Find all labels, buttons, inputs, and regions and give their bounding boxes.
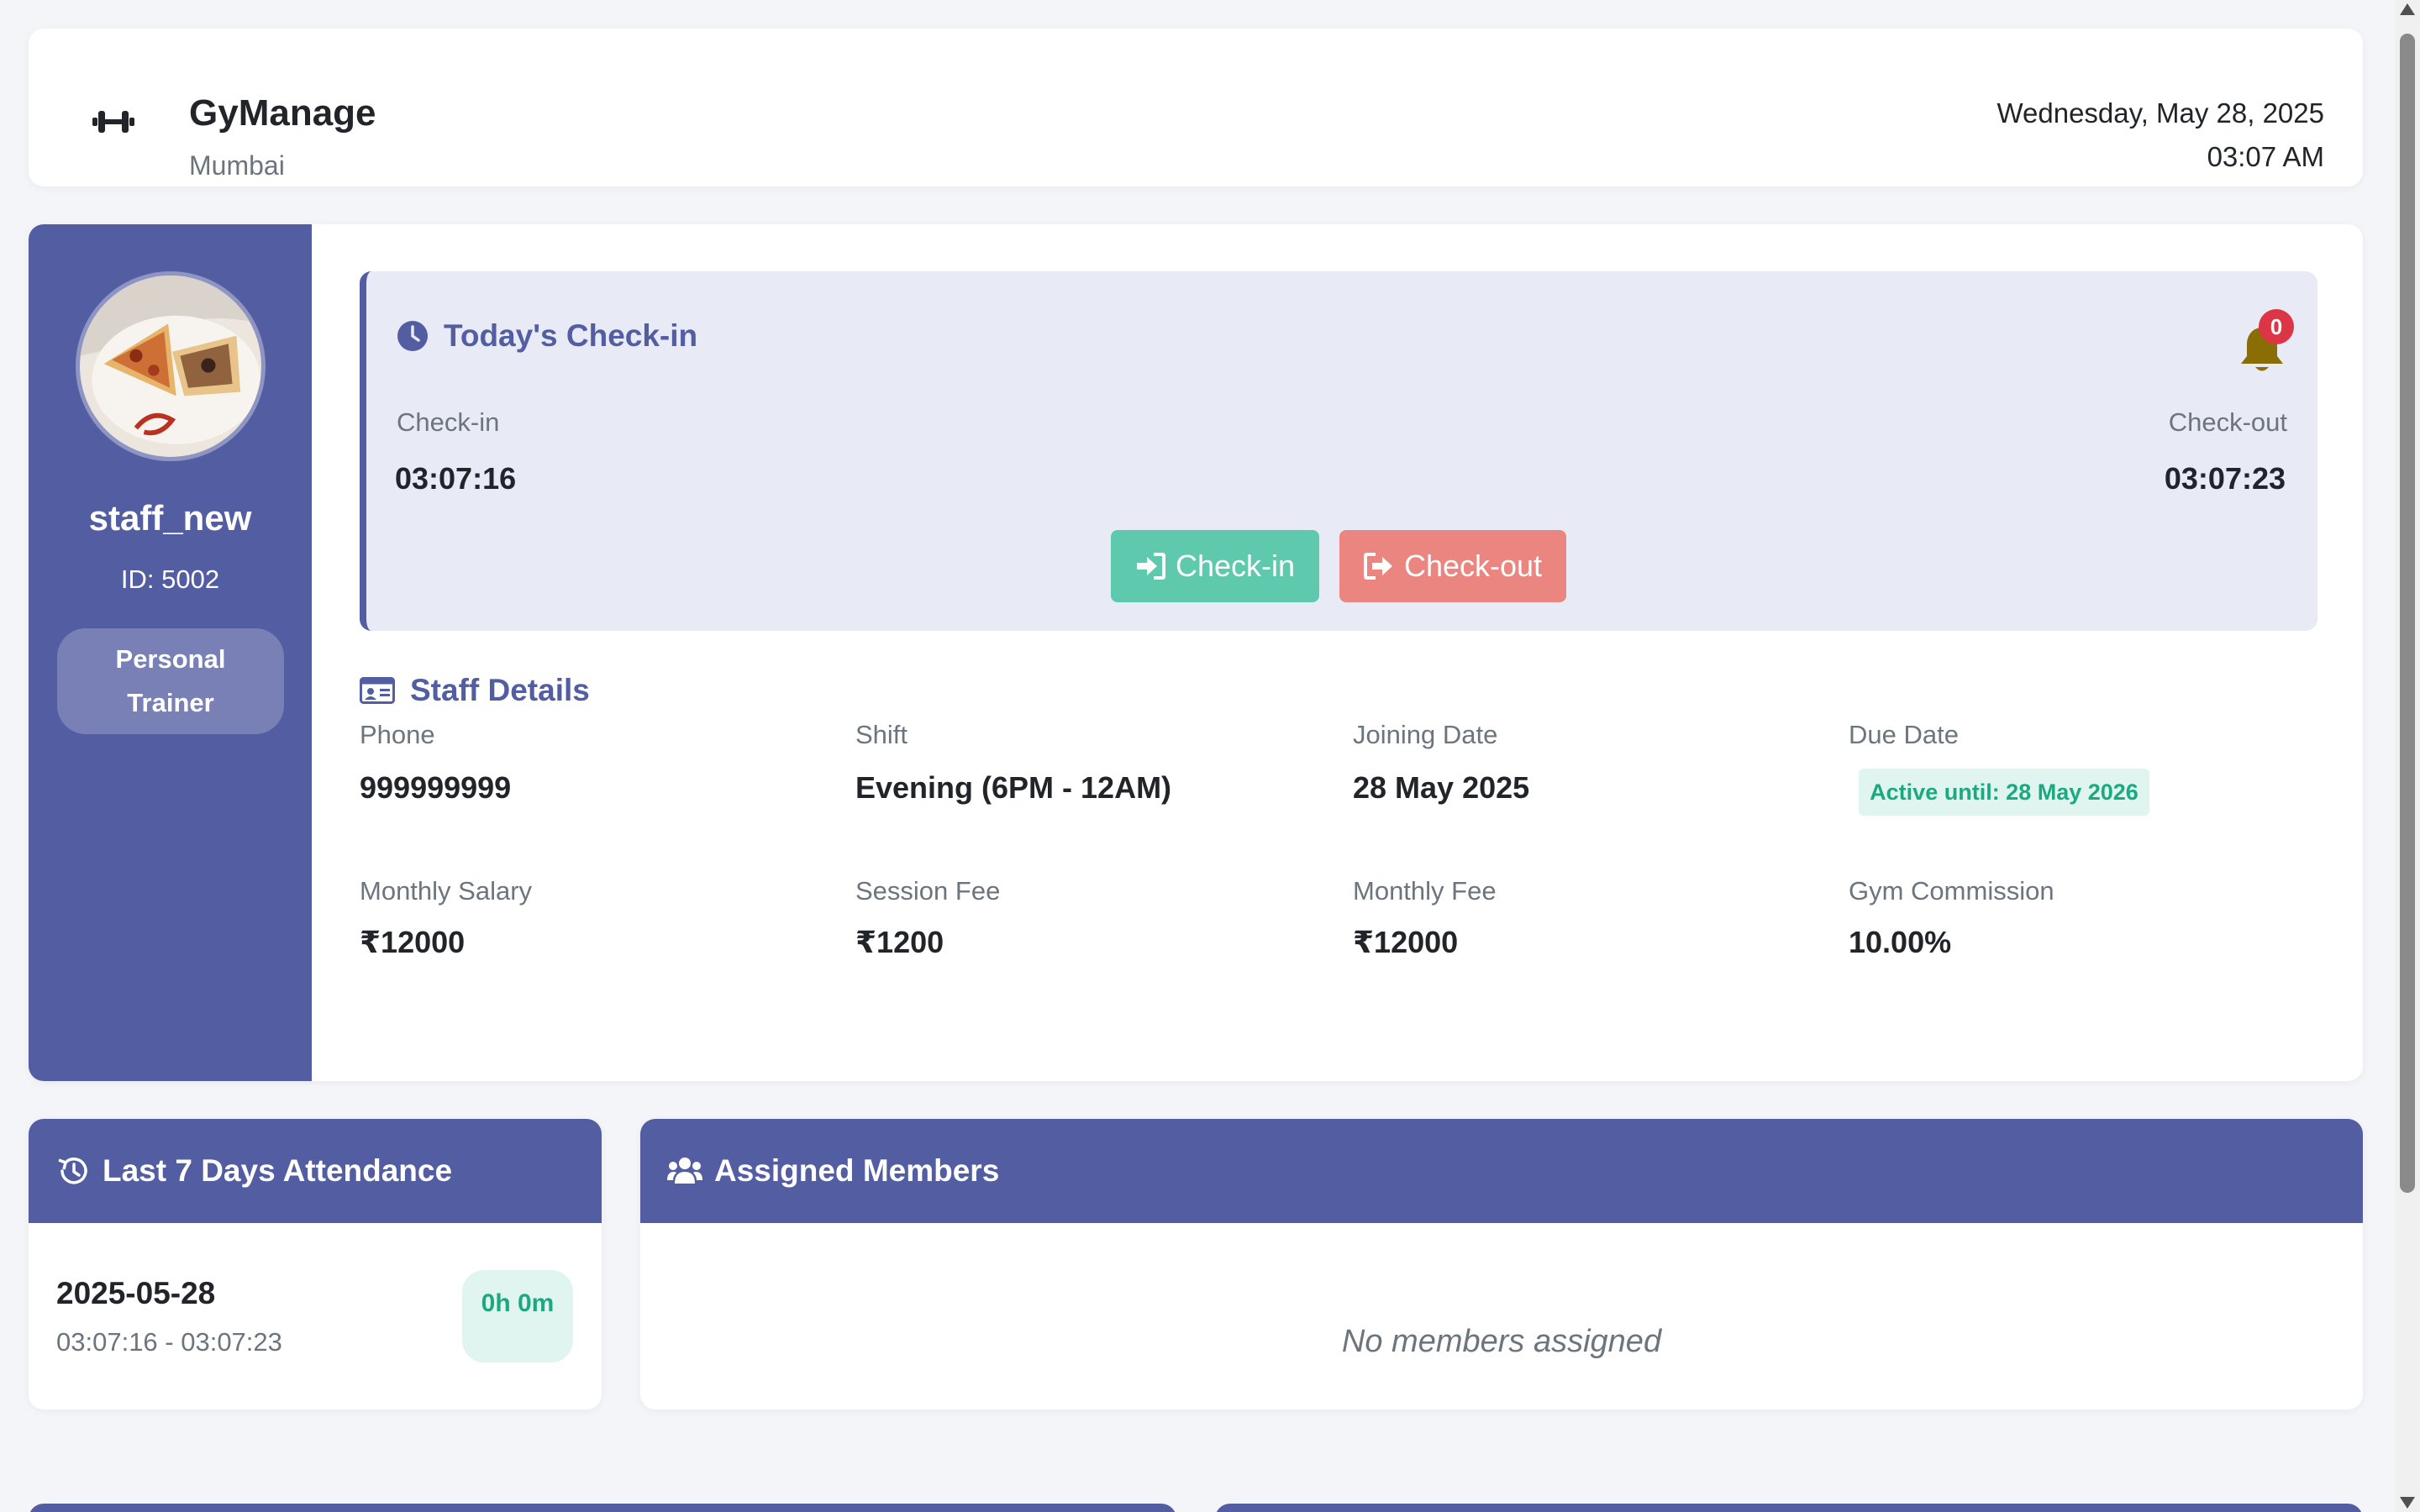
members-title: Assigned Members (714, 1153, 1000, 1188)
shift-value: Evening (6PM - 12AM) (855, 770, 1172, 805)
checkin-button[interactable]: Check-in (1111, 530, 1319, 602)
checkin-time: 03:07:16 (395, 461, 517, 496)
scroll-up-arrow-icon[interactable] (2400, 3, 2415, 15)
phone-value: 999999999 (360, 770, 512, 805)
page-scrollbar[interactable] (2395, 0, 2420, 1512)
checkout-button-label: Check-out (1403, 549, 1543, 583)
gym-commission-label: Gym Commission (1849, 876, 2054, 906)
attendance-row-date: 2025-05-28 (56, 1276, 216, 1310)
attendance-card-header: Last 7 Days Attendance (29, 1119, 602, 1223)
users-icon (667, 1158, 702, 1184)
id-card-icon (360, 677, 395, 704)
attendance-row-range: 03:07:16 - 03:07:23 (56, 1327, 282, 1357)
joining-date-label: Joining Date (1353, 720, 1498, 749)
joining-date-value: 28 May 2025 (1353, 770, 1530, 805)
checkin-button-label: Check-in (1175, 549, 1296, 583)
due-date-label: Due Date (1849, 720, 1959, 749)
scroll-down-arrow-icon[interactable] (2400, 1497, 2415, 1509)
monthly-fee-value: ₹12000 (1353, 925, 1459, 959)
staff-profile-card: staff_new ID: 5002 Personal Trainer Toda… (29, 224, 2363, 1081)
attendance-duration-badge: 0h 0m (462, 1270, 573, 1362)
current-time: 03:07 AM (2207, 141, 2324, 172)
profile-sidebar: staff_new ID: 5002 Personal Trainer (29, 224, 312, 1081)
next-card-right (1215, 1504, 2363, 1512)
phone-label: Phone (360, 720, 435, 749)
next-card-left (29, 1504, 1176, 1512)
avatar[interactable] (76, 271, 266, 461)
top-header: GyManage Mumbai Wednesday, May 28, 2025 … (29, 29, 2363, 186)
checkin-title-text: Today's Check-in (444, 318, 698, 353)
no-members-message: No members assigned (1341, 1324, 1662, 1359)
staff-name: staff_new (88, 498, 252, 538)
attendance-card: Last 7 Days Attendance 2025-05-28 03:07:… (29, 1119, 602, 1410)
monthly-salary-value: ₹12000 (360, 925, 466, 959)
role-badge: Personal Trainer (57, 628, 284, 734)
staff-details-title-text: Staff Details (410, 673, 590, 707)
checkin-label: Check-in (397, 407, 500, 437)
notification-count-badge: 0 (2259, 309, 2294, 344)
clock-icon (397, 321, 428, 351)
gym-commission-value: 10.00% (1849, 925, 1952, 959)
scroll-thumb[interactable] (2400, 34, 2415, 1193)
sign-in-icon (1136, 553, 1165, 580)
session-fee-label: Session Fee (855, 876, 1001, 906)
avatar-image (80, 276, 261, 457)
due-date-badge: Active until: 28 May 2026 (1859, 769, 2149, 816)
history-icon (58, 1158, 87, 1184)
shift-label: Shift (855, 720, 908, 749)
attendance-title: Last 7 Days Attendance (103, 1153, 453, 1188)
members-card-header: Assigned Members (640, 1119, 2363, 1223)
app-city: Mumbai (189, 150, 285, 181)
checkout-button[interactable]: Check-out (1339, 530, 1566, 602)
sign-out-icon (1363, 553, 1392, 580)
app-title: GyManage (189, 92, 376, 134)
monthly-fee-label: Monthly Fee (1353, 876, 1497, 906)
checkout-label: Check-out (2168, 407, 2287, 437)
staff-id: ID: 5002 (120, 564, 220, 594)
session-fee-value: ₹1200 (855, 925, 944, 959)
dumbbell-icon (92, 111, 134, 133)
checkout-time: 03:07:23 (2164, 461, 2286, 496)
checkin-panel-title: Today's Check-in (397, 318, 697, 354)
assigned-members-card: Assigned Members No members assigned (640, 1119, 2363, 1410)
todays-checkin-panel: Today's Check-in 0 Check-in 03:07:16 Che… (360, 271, 2317, 631)
monthly-salary-label: Monthly Salary (360, 876, 533, 906)
current-date: Wednesday, May 28, 2025 (1996, 97, 2324, 129)
staff-details-title: Staff Details (360, 673, 590, 708)
notification-bell[interactable]: 0 (2235, 309, 2294, 371)
